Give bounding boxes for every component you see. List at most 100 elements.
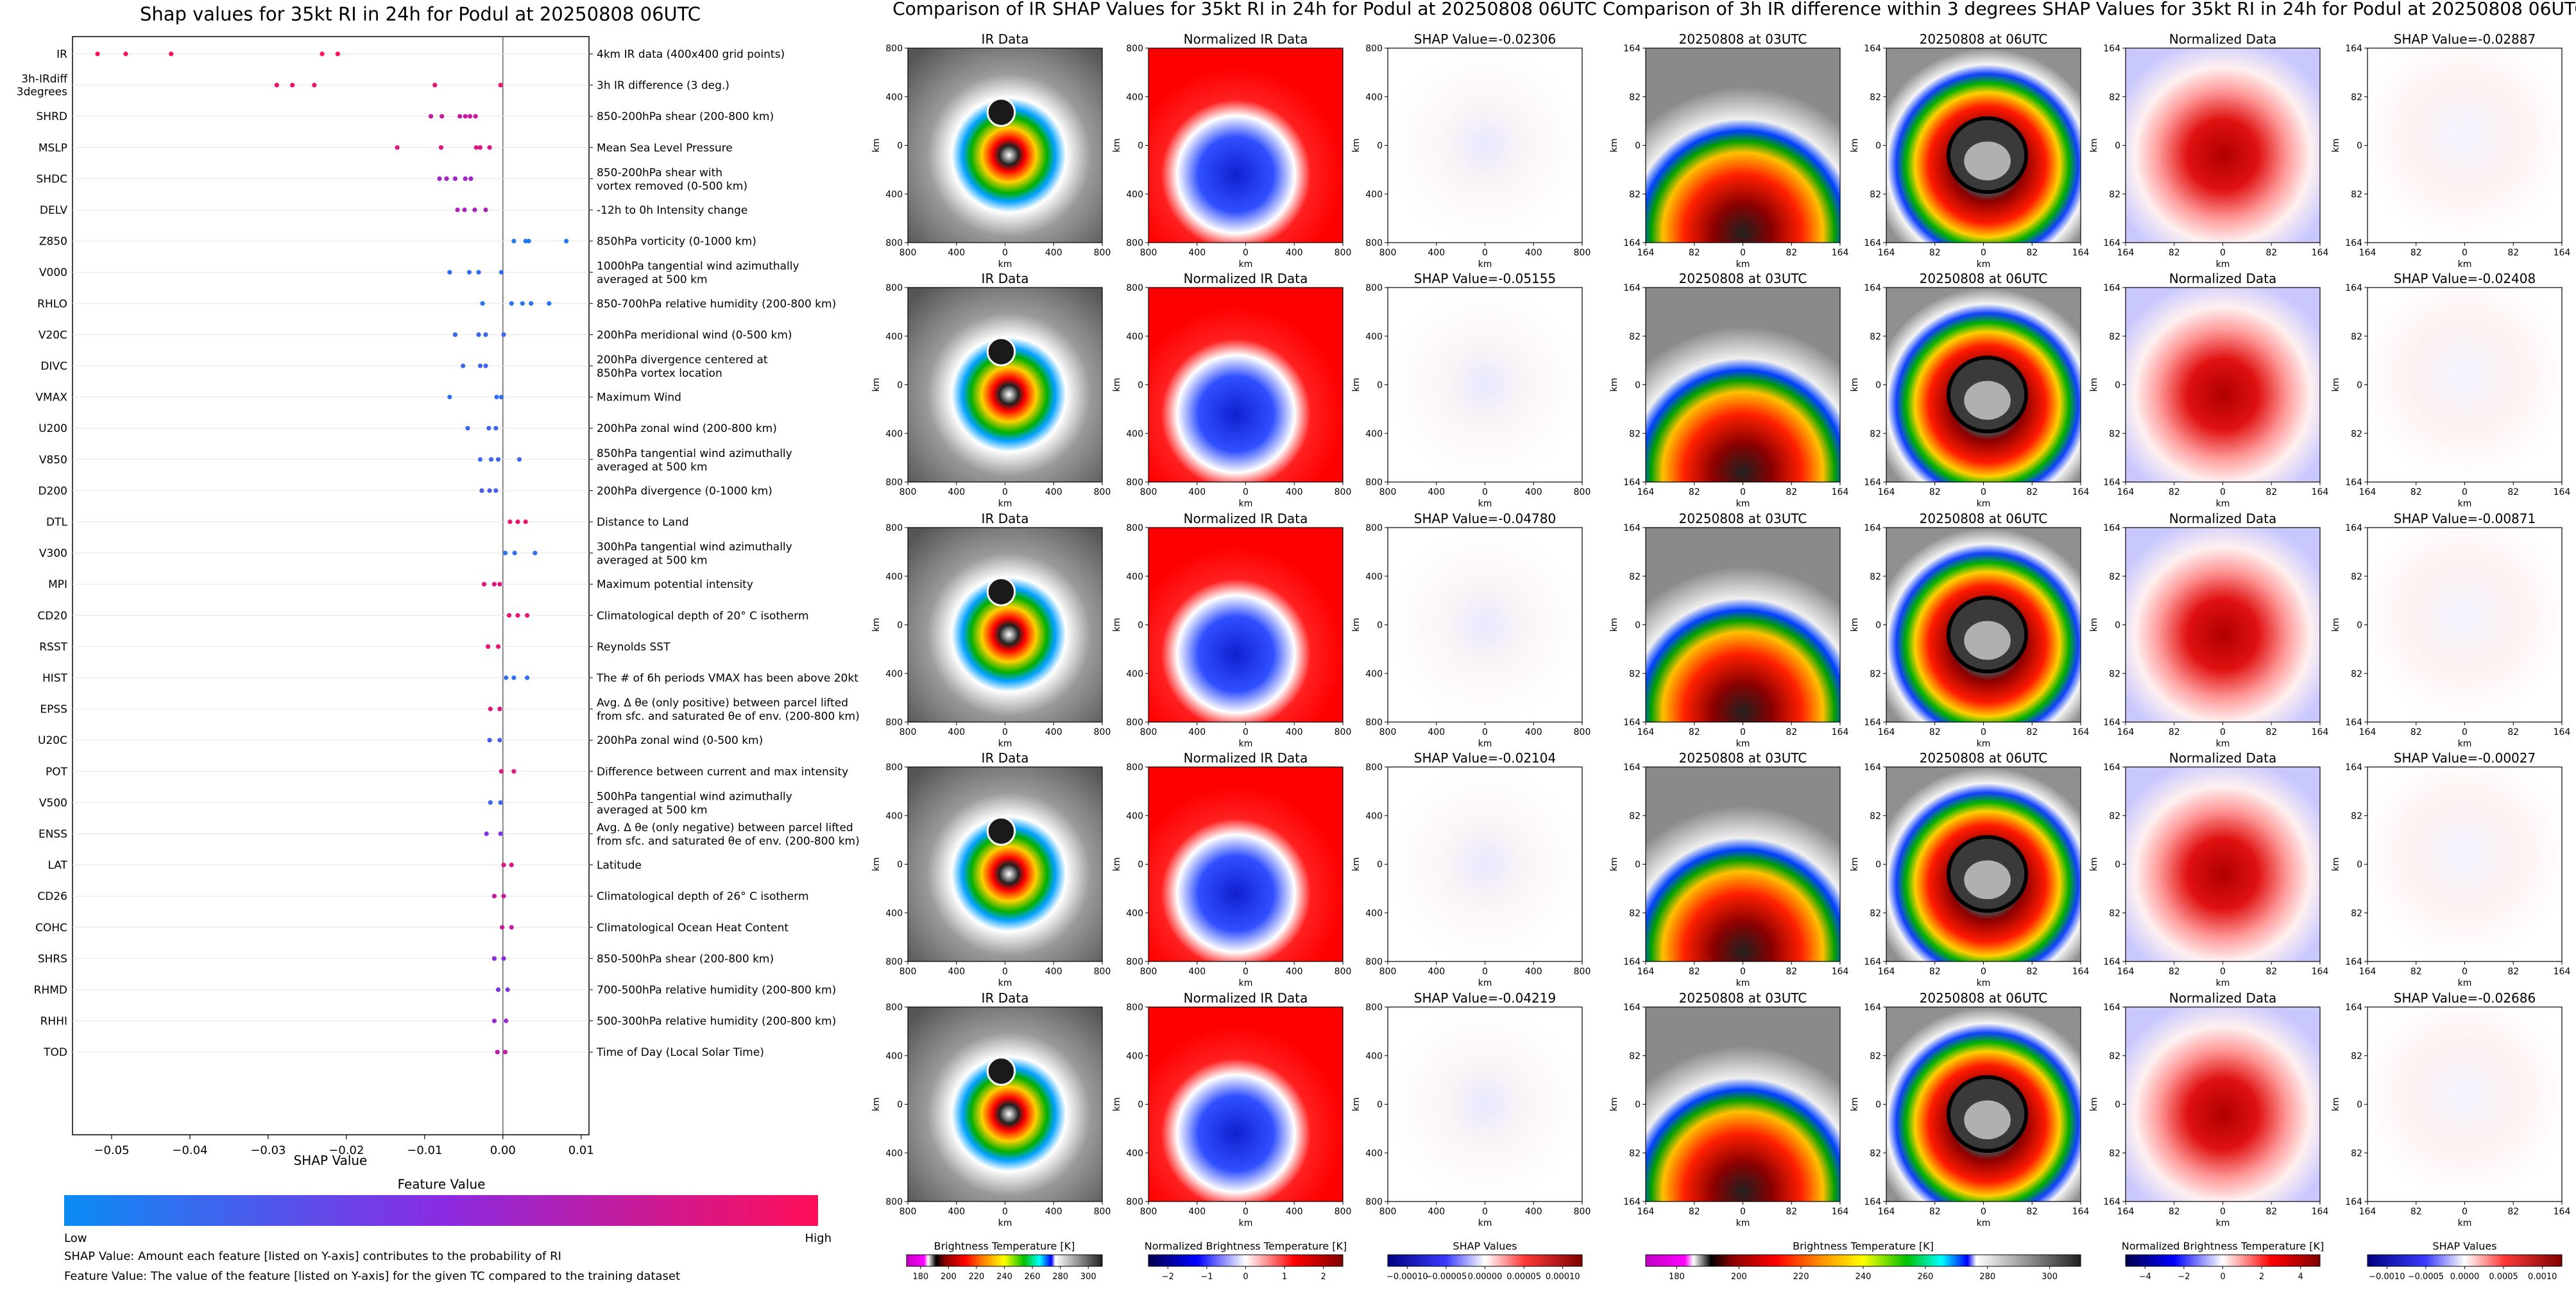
y-axis-label: km	[1850, 857, 1860, 872]
x-axis-label: km	[1977, 499, 1991, 509]
subplot-title: Normalized Data	[2169, 511, 2277, 526]
shap-point	[497, 737, 502, 743]
colorbar	[1645, 1254, 2081, 1267]
x-tick-label: 800	[900, 248, 917, 258]
x-tick-label: 400	[1428, 1207, 1445, 1217]
feature-desc-label: 700-500hPa relative humidity (200-800 km…	[597, 984, 836, 997]
feature-name-line: SHRD	[37, 110, 67, 123]
feature-desc-line: Difference between current and max inten…	[597, 766, 848, 779]
feature-desc-label: 500-300hPa relative humidity (200-800 km…	[597, 1015, 836, 1028]
y-tick-label: 82	[1629, 669, 1641, 679]
y-tick-label: 164	[2103, 1197, 2120, 1207]
x-tick-label: 800	[1094, 967, 1111, 977]
x-tick-label: 164	[1832, 1207, 1849, 1217]
y-tick-label: 82	[1629, 572, 1641, 582]
colorbar-tick-label: −0.00010	[1386, 1272, 1428, 1282]
feature-name-line: CD26	[37, 890, 67, 903]
feature-desc-label: 500hPa tangential wind azimuthally averag…	[597, 790, 792, 816]
feature-desc-label: Time of Day (Local Solar Time)	[596, 1046, 764, 1059]
colorbar-tick-label: 200	[941, 1272, 957, 1282]
x-tick-label: 164	[1878, 727, 1895, 737]
x-tick-label: 82	[2026, 727, 2038, 737]
x-tick-label: 82	[2410, 1207, 2422, 1217]
feature-name-label: DIVC	[40, 360, 67, 373]
feature-name-line: V20C	[38, 329, 67, 341]
y-axis-label: km	[1609, 139, 1619, 153]
shap-point	[509, 925, 514, 930]
y-tick-label: 82	[2351, 669, 2362, 679]
colorbar-tick-label: 0.0010	[2528, 1272, 2557, 1282]
y-tick-label: 82	[1629, 811, 1641, 822]
colorbar-label: Brightness Temperature [K]	[1793, 1240, 1934, 1252]
x-axis-label: km	[1478, 978, 1492, 988]
feature-desc-label: 300hPa tangential wind azimuthally averag…	[597, 541, 792, 567]
colorbar-tick-label: 260	[1025, 1272, 1041, 1282]
feature-name-line: V850	[39, 454, 67, 467]
feature-desc-label: Avg. Δ θe (only negative) between parcel…	[597, 822, 860, 848]
subplot-image	[1148, 528, 1343, 722]
y-tick-label: 82	[1870, 1148, 1881, 1158]
y-tick-label: 0	[1377, 860, 1383, 870]
shap-point	[497, 707, 502, 712]
colorbar-tick-label: 180	[1669, 1272, 1685, 1282]
feature-name-label: TOD	[43, 1046, 67, 1059]
typhoon-eye	[986, 816, 1016, 846]
shap-point	[468, 114, 473, 119]
feature-name-line: V000	[39, 266, 67, 279]
x-axis-label: km	[2458, 499, 2472, 509]
y-tick-label: 0	[897, 1100, 903, 1110]
y-tick-label: 0	[1138, 141, 1143, 151]
feature-name-line: DTL	[46, 516, 67, 529]
x-tick-label: 800	[1335, 487, 1352, 497]
y-tick-label: 82	[1870, 908, 1881, 918]
y-tick-label: 0	[2357, 381, 2362, 391]
x-tick-label: 800	[1574, 727, 1591, 737]
y-tick-label: 164	[2345, 718, 2362, 728]
shap-point	[497, 581, 502, 587]
feature-desc-line: Maximum potential intensity	[597, 578, 753, 591]
x-axis-label: km	[2458, 978, 2472, 988]
x-tick-label: 400	[948, 1207, 965, 1217]
x-tick-label: 0	[2220, 1207, 2226, 1217]
feature-desc-label: 850-700hPa relative humidity (200-800 km…	[597, 298, 836, 311]
shap-point	[495, 457, 501, 462]
feature-desc-label: 3h IR difference (3 deg.)	[597, 80, 729, 92]
y-tick-label: 0	[897, 621, 903, 631]
subplot-title: IR Data	[982, 990, 1029, 1006]
y-tick-label: 800	[1365, 718, 1383, 728]
subplot-image	[1646, 288, 1840, 482]
x-axis-label: km	[1239, 739, 1253, 749]
y-tick-label: 164	[2103, 957, 2120, 967]
x-tick-label: 82	[2507, 967, 2519, 977]
x-tick-label: 164	[1637, 248, 1655, 258]
feature-desc-line: Mean Sea Level Pressure	[597, 142, 733, 155]
x-tick-label: 164	[2117, 967, 2135, 977]
subplot-image	[1646, 767, 1840, 961]
y-tick-label: 800	[1365, 44, 1383, 54]
x-axis-label: km	[1736, 739, 1750, 749]
y-axis-label: km	[1112, 857, 1122, 872]
x-tick-label: 400	[1525, 967, 1542, 977]
shap-point	[487, 145, 492, 150]
x-tick-label: 0	[1482, 248, 1488, 258]
x-tick-label: 400	[1428, 487, 1445, 497]
y-tick-label: 164	[1623, 762, 1641, 773]
y-tick-label: 82	[2109, 1148, 2120, 1158]
x-tick-label: 400	[1525, 487, 1542, 497]
footnote-feature-value: Feature Value: The value of the feature …	[64, 1270, 680, 1283]
shap-point	[477, 363, 483, 368]
y-tick-label: 400	[1126, 1051, 1143, 1062]
y-tick-label: 400	[885, 92, 903, 103]
diff-section-title: Comparison of 3h IR difference within 3 …	[1603, 0, 2576, 19]
y-tick-label: 164	[2345, 283, 2362, 293]
shap-panel-title: Shap values for 35kt RI in 24h for Podul…	[140, 3, 701, 25]
feature-name-line: 3h-IRdiff	[21, 73, 68, 86]
subplot-title: Normalized Data	[2169, 271, 2277, 286]
feature-desc-label: Maximum Wind	[597, 392, 681, 404]
y-tick-label: 800	[1126, 1197, 1143, 1207]
y-tick-label: 800	[885, 1197, 903, 1207]
y-tick-label: 82	[2351, 429, 2362, 439]
y-axis-label: km	[871, 1098, 882, 1112]
subplot-image	[1388, 1007, 1582, 1202]
y-tick-label: 400	[1365, 1051, 1383, 1062]
